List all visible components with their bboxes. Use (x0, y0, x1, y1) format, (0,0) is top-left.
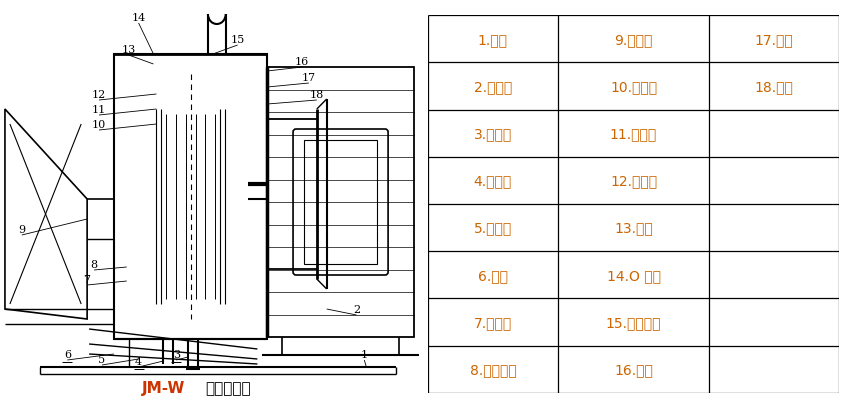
Text: 8: 8 (90, 259, 98, 269)
Bar (267, 68, 414, 337)
Text: JM-W: JM-W (142, 380, 185, 395)
Text: 11.动磨盘: 11.动磨盘 (609, 127, 658, 141)
Text: 7: 7 (83, 274, 91, 284)
Text: 2: 2 (353, 304, 360, 314)
Text: 2.电动机: 2.电动机 (474, 80, 512, 94)
Text: 16: 16 (295, 57, 309, 67)
Text: 17: 17 (302, 73, 316, 83)
Text: 1: 1 (361, 349, 368, 359)
Text: 10.旋叶刀: 10.旋叶刀 (610, 80, 657, 94)
Text: 8.冷却接头: 8.冷却接头 (470, 362, 516, 376)
Text: 15: 15 (230, 35, 244, 45)
Text: 4: 4 (135, 356, 142, 366)
Text: 16.壳体: 16.壳体 (614, 362, 653, 376)
Text: 18: 18 (309, 90, 324, 100)
Bar (114, 55, 267, 339)
Text: 1.底座: 1.底座 (478, 33, 507, 47)
Text: 14.O 型圈: 14.O 型圈 (606, 268, 661, 282)
Text: 9: 9 (19, 224, 25, 234)
Text: 5: 5 (99, 354, 105, 364)
Text: 11: 11 (92, 105, 106, 115)
Text: 6: 6 (64, 349, 71, 359)
Text: 17.轴承: 17.轴承 (754, 33, 793, 47)
Text: 12: 12 (92, 90, 106, 100)
Text: 3.排漏口: 3.排漏口 (474, 127, 512, 141)
Text: 9.加料斗: 9.加料斗 (615, 33, 652, 47)
Text: 6.手柄: 6.手柄 (478, 268, 507, 282)
Bar (304, 141, 377, 264)
Text: 15.机械密封: 15.机械密封 (606, 315, 661, 329)
Text: 5.循环管: 5.循环管 (474, 221, 512, 235)
Text: 14: 14 (132, 13, 146, 23)
Text: 10: 10 (92, 120, 106, 130)
Text: 18.端盖: 18.端盖 (754, 80, 793, 94)
Text: 13.刻度: 13.刻度 (615, 221, 652, 235)
Text: 13: 13 (121, 45, 136, 55)
Text: 4.出料口: 4.出料口 (474, 174, 512, 188)
Text: 3: 3 (173, 349, 180, 359)
Text: 12.静磨盘: 12.静磨盘 (610, 174, 657, 188)
Text: 7.调节盘: 7.调节盘 (474, 315, 512, 329)
Text: 卧式胶体磨: 卧式胶体磨 (205, 380, 250, 395)
